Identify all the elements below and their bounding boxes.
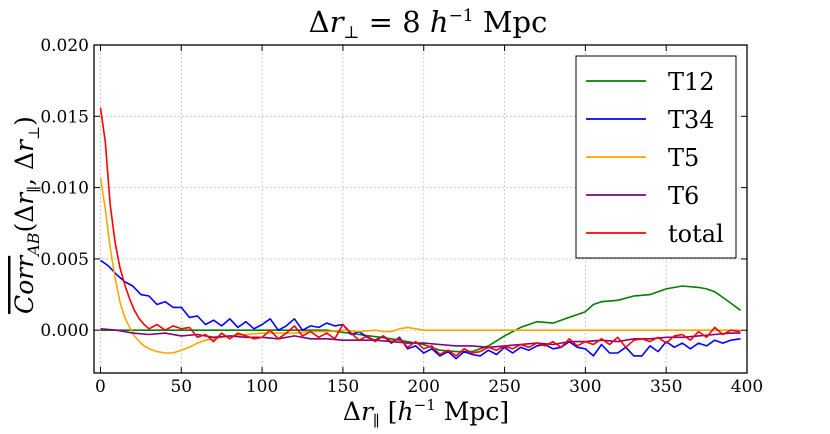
- x-tick-label: 100: [246, 377, 278, 397]
- x-axis-title: Δr∥ [h−1 Mpc]: [343, 396, 509, 430]
- legend-label-t12: T12: [668, 68, 715, 96]
- y-tick-label: 0.015: [40, 107, 89, 127]
- legend-label-t34: T34: [668, 106, 715, 134]
- legend: T12 T34 T5 T6 total: [575, 55, 737, 259]
- legend-label-t6: T6: [668, 182, 699, 210]
- x-tick-label: 50: [170, 377, 192, 397]
- x-tick-label: 150: [327, 377, 359, 397]
- y-tick-label: 0.010: [40, 179, 89, 199]
- y-tick-label: 0.000: [40, 321, 89, 341]
- series-layer: [99, 107, 741, 360]
- series-line-total: [99, 107, 741, 357]
- plot-frame: [93, 44, 748, 374]
- series-line-t12: [100, 285, 741, 353]
- x-tick-label: 400: [731, 377, 763, 397]
- legend-label-total: total: [668, 220, 724, 248]
- y-tick-label: 0.020: [40, 36, 89, 56]
- y-tick-label: 0.005: [40, 250, 89, 270]
- x-tick-label: 250: [488, 377, 520, 397]
- y-axis-title: CorrAB(Δr∥, Δr⊥): [10, 116, 43, 314]
- x-tick-label: 200: [408, 377, 440, 397]
- x-tick-label: 350: [650, 377, 682, 397]
- x-tick-label: 0: [95, 377, 106, 397]
- chart-title: Δr⊥ = 8 h−1 Mpc: [309, 5, 548, 43]
- legend-label-t5: T5: [668, 144, 699, 172]
- series-line-t34: [100, 259, 741, 360]
- x-tick-label: 300: [569, 377, 601, 397]
- ticks: 0 50 100 150 200 250 300 350 400 0.000 0.005 0.010 0…: [40, 36, 763, 397]
